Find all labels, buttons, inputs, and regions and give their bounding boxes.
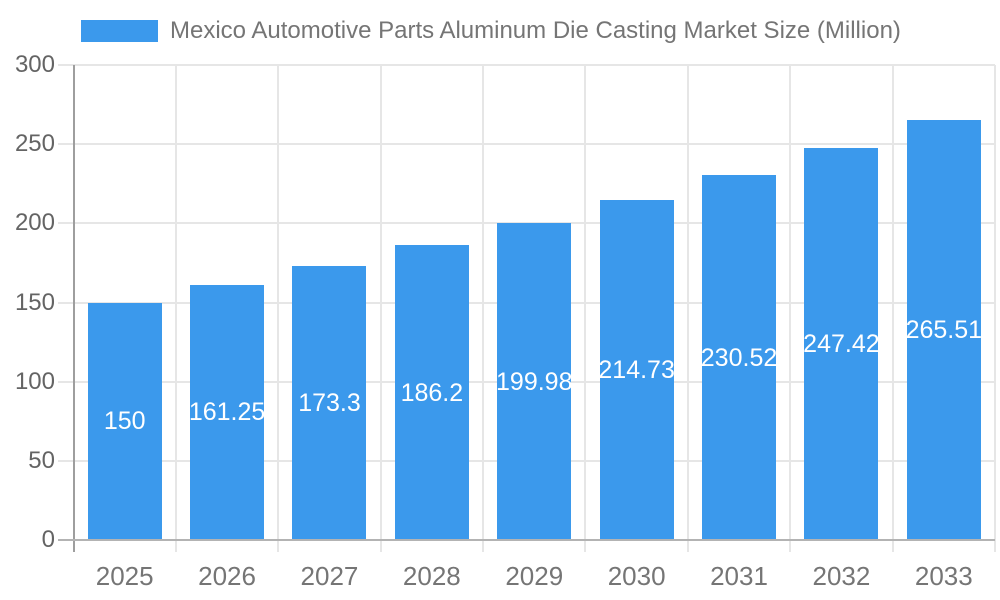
y-axis-tick-label: 200 bbox=[14, 209, 55, 237]
gridline-vertical bbox=[482, 65, 485, 552]
y-axis-tick-label: 50 bbox=[28, 446, 55, 474]
bar-2028[interactable] bbox=[394, 245, 469, 540]
x-axis-tick-label: 2027 bbox=[300, 561, 359, 591]
x-axis-tick-label: 2033 bbox=[914, 561, 973, 591]
x-axis-tick-label: 2031 bbox=[710, 561, 768, 591]
bar-value-label: 214.73 bbox=[598, 356, 675, 384]
bar-value-label: 230.52 bbox=[700, 343, 778, 372]
gridline-vertical bbox=[994, 65, 996, 552]
y-axis-tick-label: 250 bbox=[14, 130, 55, 158]
bar-value-label: 199.98 bbox=[496, 367, 573, 396]
legend-swatch bbox=[81, 20, 158, 42]
bar-value-label: 173.3 bbox=[298, 388, 361, 417]
bar-value-label: 150 bbox=[103, 407, 146, 436]
bar-value-label: 247.42 bbox=[803, 330, 880, 359]
y-axis-tick-label: 300 bbox=[14, 51, 55, 78]
x-axis-tick-label: 2029 bbox=[505, 561, 564, 591]
x-axis-tick-label: 2032 bbox=[812, 561, 871, 591]
bar-2033[interactable] bbox=[906, 119, 981, 540]
bar-2030[interactable] bbox=[599, 200, 674, 540]
legend-label: Mexico Automotive Parts Aluminum Die Cas… bbox=[170, 17, 901, 44]
gridline-vertical bbox=[584, 65, 587, 552]
bar-value-label: 161.25 bbox=[188, 398, 266, 427]
x-axis-tick-label: 2025 bbox=[95, 561, 154, 591]
x-axis-tick-label: 2028 bbox=[402, 561, 461, 591]
x-axis-tick-label: 2026 bbox=[198, 561, 256, 591]
y-axis-tick-label: 100 bbox=[14, 367, 55, 395]
gridline-vertical bbox=[379, 65, 382, 552]
gridline-vertical bbox=[174, 65, 177, 552]
gridline-horizontal bbox=[58, 143, 995, 146]
bar-2026[interactable] bbox=[190, 284, 265, 540]
gridline-vertical bbox=[277, 65, 280, 552]
y-axis-tick-label: 150 bbox=[14, 288, 55, 316]
gridline-horizontal bbox=[58, 222, 995, 225]
gridline-vertical bbox=[891, 65, 894, 552]
bar-2029[interactable] bbox=[497, 223, 572, 540]
bar-2025[interactable] bbox=[87, 302, 162, 540]
bar-2032[interactable] bbox=[804, 148, 879, 540]
x-axis-baseline bbox=[58, 539, 995, 541]
y-axis-line bbox=[72, 65, 75, 552]
bar-2031[interactable] bbox=[702, 175, 777, 540]
gridline-horizontal bbox=[58, 64, 995, 66]
bar-value-label: 186.2 bbox=[400, 378, 464, 407]
gridline-vertical bbox=[686, 65, 689, 552]
bar-value-label: 265.51 bbox=[905, 315, 983, 344]
legend: Mexico Automotive Parts Aluminum Die Cas… bbox=[0, 0, 1000, 55]
x-axis-tick-label: 2030 bbox=[607, 561, 666, 591]
gridline-vertical bbox=[789, 65, 792, 552]
y-axis-tick-label: 0 bbox=[41, 526, 55, 553]
bar-2027[interactable] bbox=[292, 265, 367, 540]
